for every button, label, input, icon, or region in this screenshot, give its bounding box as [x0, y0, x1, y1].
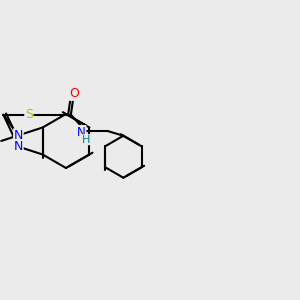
Text: N: N [14, 129, 23, 142]
Text: N: N [14, 140, 23, 153]
Text: S: S [25, 108, 33, 121]
Text: H: H [81, 135, 90, 145]
Text: O: O [69, 87, 79, 100]
Text: N: N [77, 126, 86, 139]
